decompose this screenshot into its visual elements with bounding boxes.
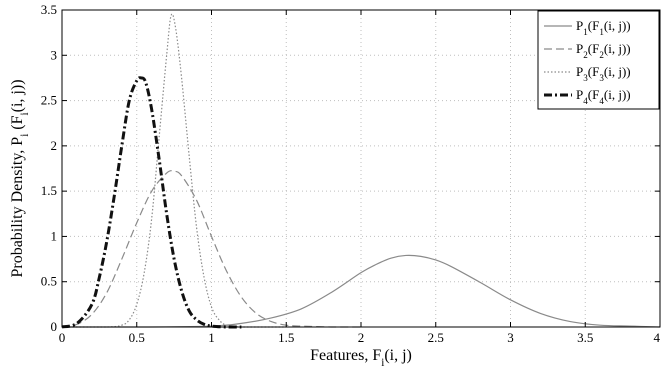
y-tick-label: 0: [51, 319, 58, 334]
y-axis-label: Probability Density, Pi (Fi(i, j)): [9, 79, 31, 277]
x-tick-label: 2.5: [428, 330, 444, 345]
y-tick-label: 1: [51, 228, 58, 243]
x-tick-label: 1: [208, 330, 215, 345]
y-tick-label: 3: [51, 47, 58, 62]
y-tick-label: 0.5: [41, 274, 57, 289]
series-line-p3: [62, 13, 287, 328]
series-layer: [61, 13, 661, 329]
legend-label-p3: P3(F3(i, j)): [576, 64, 631, 83]
legend-box: [537, 10, 660, 110]
x-tick-label: 3: [507, 330, 514, 345]
legend-label-p4: P4(F4(i, j)): [576, 87, 631, 106]
y-tick-label: 2.5: [41, 93, 57, 108]
x-tick-label: 1.5: [278, 330, 294, 345]
x-axis-label: Features, Fi(i, j): [310, 347, 412, 369]
y-tick-label: 3.5: [41, 2, 57, 17]
series-line-p1: [62, 254, 661, 328]
series-line-p2: [61, 170, 361, 328]
x-tick-label: 2: [358, 330, 365, 345]
legend: P1(F1(i, j)) P2(F2(i, j)) P3(F3(i, j)) P4(F…: [537, 10, 660, 110]
x-tick-label: 3.5: [577, 330, 593, 345]
y-tick-label: 1.5: [41, 183, 57, 198]
tick-layer: 0 0.5 1 1.5 2 2.5 3 3.5 4 0 0.5 1 1.5 2 2.5 3 3.5: [41, 2, 661, 345]
legend-label-p2: P2(F2(i, j)): [576, 41, 631, 60]
series-line-p4: [61, 76, 242, 329]
x-tick-label: 4: [654, 330, 661, 345]
y-tick-label: 2: [51, 138, 58, 153]
legend-label-p1: P1(F1(i, j)): [576, 18, 631, 37]
x-tick-label: 0: [59, 330, 66, 345]
x-tick-label: 0.5: [129, 330, 145, 345]
